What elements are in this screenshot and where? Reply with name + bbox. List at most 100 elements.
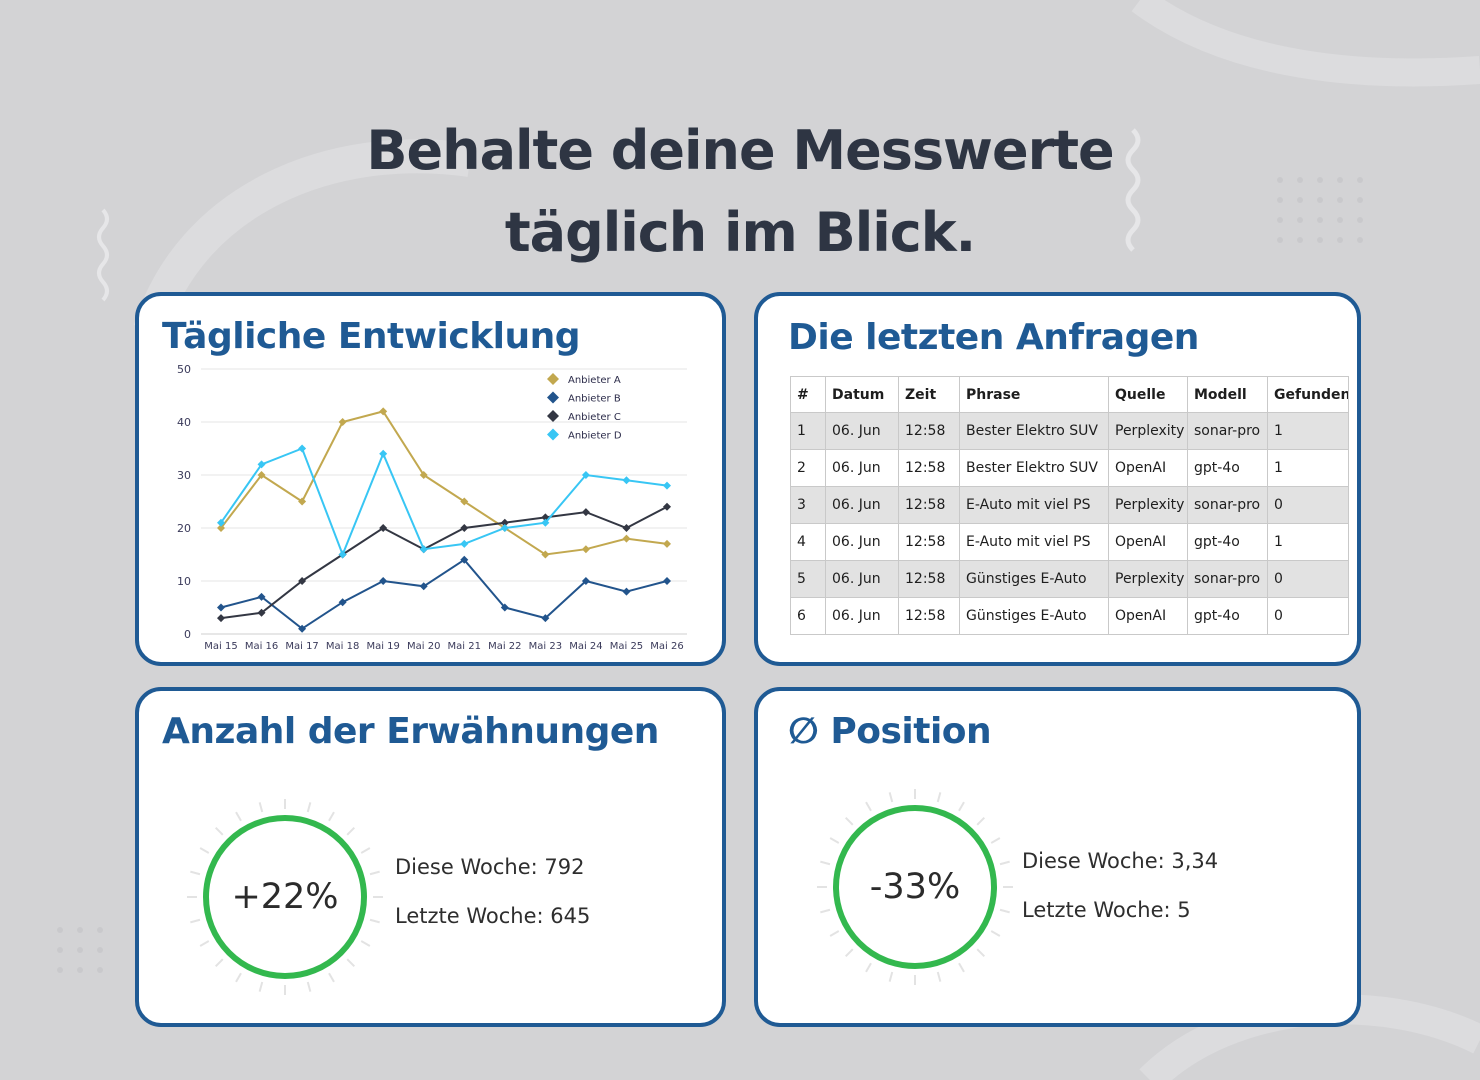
- data-point: [257, 471, 266, 479]
- legend-marker: [547, 428, 559, 441]
- table-cell: gpt-4o: [1187, 449, 1268, 487]
- y-tick-label: 0: [184, 628, 191, 641]
- recent-requests-card: Die letzten Anfragen # Datum Zeit Phrase…: [754, 292, 1361, 666]
- table-row: 5 06. Jun 12:58 Günstiges E-Auto Perplexity s…: [790, 560, 1349, 598]
- table-cell: 06. Jun: [825, 449, 899, 487]
- table-cell: sonar-pro: [1187, 412, 1268, 450]
- x-tick-label: Mai 24: [569, 641, 602, 652]
- data-point: [460, 539, 469, 548]
- data-point: [379, 449, 388, 458]
- table-cell: Perplexity: [1108, 486, 1188, 524]
- daily-development-card: Tägliche Entwicklung 0 10 20 30 40 50 Mai 15 Ma…: [135, 292, 726, 666]
- table-cell: 06. Jun: [825, 597, 899, 635]
- data-point: [663, 481, 671, 490]
- ring-gauge-icon: [187, 799, 383, 995]
- data-point: [622, 587, 631, 596]
- table-cell: Perplexity: [1108, 412, 1188, 450]
- series-line-4: [220, 447, 668, 558]
- table-cell: 06. Jun: [825, 523, 899, 561]
- table-card-title: Die letzten Anfragen: [788, 317, 1199, 358]
- legend-marker: [547, 410, 559, 422]
- table-cell: 0: [1267, 486, 1349, 524]
- table-cell: Günstiges E-Auto: [959, 597, 1109, 635]
- requests-table: # Datum Zeit Phrase Quelle Modell Gefund…: [790, 376, 1349, 635]
- mentions-card: Anzahl der Erwähnungen +22% Diese Woche:…: [135, 687, 726, 1027]
- x-tick-label: Mai 25: [610, 641, 643, 652]
- line-chart: 0 10 20 30 40 50 Mai 15 Mai 16 Mai 17 Mai 18 Mai 1…: [177, 363, 687, 652]
- mentions-change-value: +22%: [231, 877, 339, 917]
- data-point: [541, 518, 550, 527]
- table-row: 4 06. Jun 12:58 E-Auto mit viel PS OpenAI gpt…: [790, 523, 1349, 561]
- data-point: [419, 471, 428, 479]
- table-cell: 0: [1267, 597, 1349, 635]
- data-point: [663, 539, 671, 548]
- x-tick-label: Mai 17: [285, 641, 318, 652]
- data-point: [460, 497, 469, 506]
- table-cell: 06. Jun: [825, 412, 899, 450]
- column-header: Zeit: [898, 376, 960, 413]
- table-cell: OpenAI: [1108, 523, 1188, 561]
- column-header: Gefunden: [1267, 376, 1349, 413]
- table-row: 6 06. Jun 12:58 Günstiges E-Auto OpenAI gpt-4…: [790, 597, 1349, 635]
- column-header: Modell: [1187, 376, 1268, 413]
- table-cell: sonar-pro: [1187, 560, 1268, 598]
- table-cell: Bester Elektro SUV: [959, 412, 1109, 450]
- position-last-week: Letzte Woche: 5: [1022, 898, 1191, 922]
- data-point: [460, 524, 469, 532]
- table-cell: sonar-pro: [1187, 486, 1268, 524]
- table-cell: 1: [1267, 449, 1349, 487]
- mentions-card-title: Anzahl der Erwähnungen: [162, 711, 659, 752]
- table-cell: 12:58: [898, 486, 960, 524]
- data-point: [257, 592, 266, 601]
- data-point: [500, 603, 509, 612]
- table-cell: 12:58: [898, 449, 960, 487]
- table-row: 2 06. Jun 12:58 Bester Elektro SUV OpenAI gpt…: [790, 449, 1349, 487]
- data-point: [541, 614, 550, 623]
- data-point: [217, 518, 225, 527]
- position-ring: -33%: [815, 787, 1015, 987]
- table-header-row: # Datum Zeit Phrase Quelle Modell Gefund…: [790, 376, 1349, 413]
- data-point: [581, 508, 590, 517]
- legend-label: Anbieter A: [568, 375, 621, 386]
- y-tick-label: 50: [177, 363, 191, 376]
- data-point: [338, 550, 347, 559]
- data-point: [500, 524, 509, 532]
- data-point: [541, 513, 550, 522]
- data-point: [379, 577, 388, 585]
- table-cell: 4: [790, 523, 826, 561]
- page-headline: Behalte deine Messwerte täglich im Blick…: [0, 110, 1480, 274]
- table-cell: 12:58: [898, 412, 960, 450]
- data-point: [217, 603, 225, 612]
- table-cell: 1: [1267, 412, 1349, 450]
- table-row: 3 06. Jun 12:58 E-Auto mit viel PS Perplexit…: [790, 486, 1349, 524]
- table-cell: OpenAI: [1108, 449, 1188, 487]
- table-cell: 6: [790, 597, 826, 635]
- y-tick-label: 30: [177, 469, 191, 482]
- table-cell: 06. Jun: [825, 560, 899, 598]
- data-point: [338, 418, 347, 426]
- mentions-this-week: Diese Woche: 792: [395, 855, 585, 879]
- data-point: [298, 497, 307, 506]
- table-cell: Bester Elektro SUV: [959, 449, 1109, 487]
- position-change-value: -33%: [869, 867, 961, 907]
- data-point: [419, 582, 428, 591]
- data-point: [460, 555, 469, 564]
- headline-line-2: täglich im Blick.: [504, 201, 976, 264]
- series-line-3: [220, 505, 668, 620]
- data-point: [298, 577, 307, 585]
- column-header: Datum: [825, 376, 899, 413]
- table-cell: 2: [790, 449, 826, 487]
- table-cell: 3: [790, 486, 826, 524]
- data-point: [663, 577, 671, 585]
- ring-gauge-icon: [817, 789, 1013, 985]
- position-card-title: ∅ Position: [788, 711, 992, 752]
- column-header: Phrase: [959, 376, 1109, 413]
- column-header: #: [790, 376, 826, 413]
- data-point: [622, 476, 631, 485]
- legend-label: Anbieter B: [568, 394, 621, 405]
- data-point: [217, 614, 225, 623]
- y-tick-label: 10: [177, 575, 191, 588]
- x-tick-label: Mai 15: [204, 641, 237, 652]
- x-tick-label: Mai 18: [326, 641, 359, 652]
- x-tick-label: Mai 20: [407, 641, 440, 652]
